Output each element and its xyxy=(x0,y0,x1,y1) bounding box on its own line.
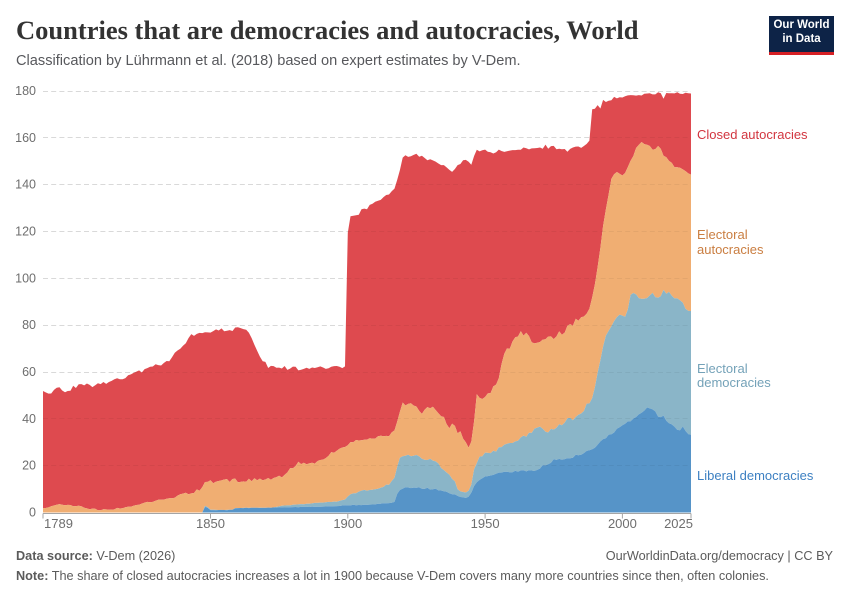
svg-text:1900: 1900 xyxy=(333,516,362,531)
svg-text:120: 120 xyxy=(15,225,36,239)
svg-text:160: 160 xyxy=(15,131,36,145)
svg-text:1950: 1950 xyxy=(471,516,500,531)
svg-text:40: 40 xyxy=(22,412,36,426)
svg-text:180: 180 xyxy=(15,84,36,98)
svg-text:140: 140 xyxy=(15,178,36,192)
svg-text:1850: 1850 xyxy=(196,516,225,531)
svg-text:2025: 2025 xyxy=(664,516,693,531)
svg-text:60: 60 xyxy=(22,365,36,379)
svg-text:0: 0 xyxy=(29,506,36,520)
svg-text:1789: 1789 xyxy=(44,516,73,531)
svg-text:2000: 2000 xyxy=(608,516,637,531)
svg-text:100: 100 xyxy=(15,271,36,285)
svg-text:80: 80 xyxy=(22,318,36,332)
svg-text:20: 20 xyxy=(22,459,36,473)
